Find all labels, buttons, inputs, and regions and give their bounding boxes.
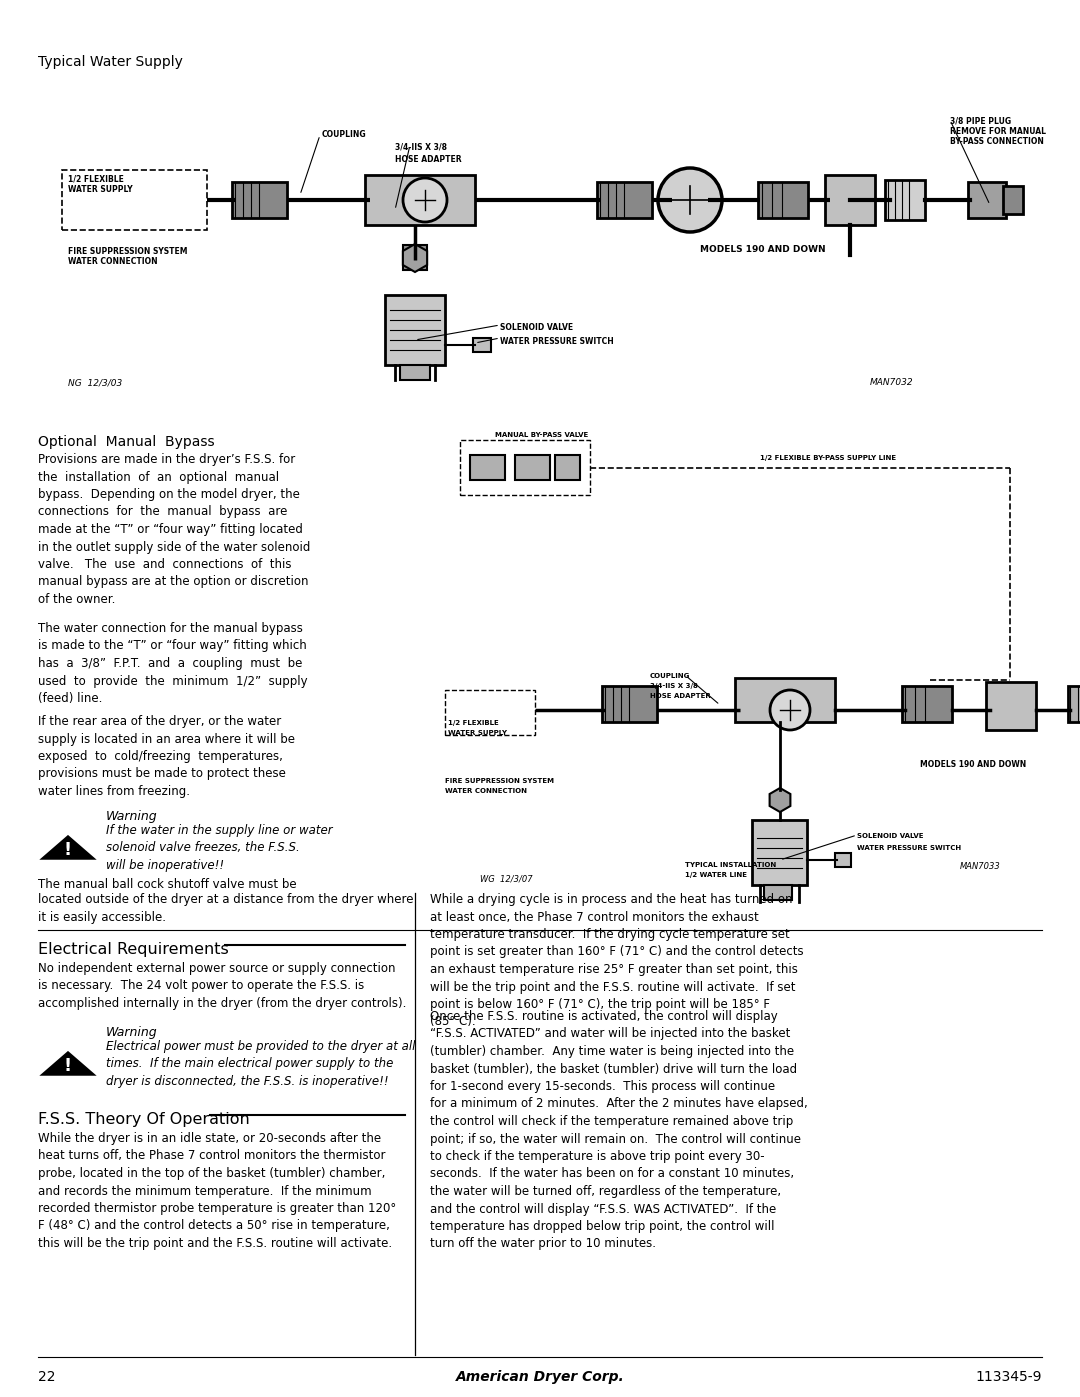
Text: HOSE ADAPTER: HOSE ADAPTER — [395, 155, 461, 163]
Bar — [384, 295, 445, 365]
Text: If the water in the supply line or water
solenoid valve freezes, the F.S.S.
will: If the water in the supply line or water… — [106, 824, 333, 872]
Text: FIRE SUPPRESSION SYSTEM: FIRE SUPPRESSION SYSTEM — [445, 778, 554, 784]
Text: While the dryer is in an idle state, or 20-seconds after the
heat turns off, the: While the dryer is in an idle state, or … — [38, 1132, 396, 1250]
Text: 113345-9: 113345-9 — [975, 1370, 1042, 1384]
Text: MODELS 190 AND DOWN: MODELS 190 AND DOWN — [920, 760, 1026, 768]
Text: Once the F.S.S. routine is activated, the control will display
“F.S.S. ACTIVATED: Once the F.S.S. routine is activated, th… — [430, 1010, 808, 1250]
Text: WATER SUPPLY: WATER SUPPLY — [68, 184, 133, 194]
Text: 1/2 FLEXIBLE BY-PASS SUPPLY LINE: 1/2 FLEXIBLE BY-PASS SUPPLY LINE — [760, 455, 896, 461]
Bar — [515, 455, 550, 481]
Polygon shape — [44, 837, 92, 858]
Text: NG  12/3/03: NG 12/3/03 — [68, 379, 122, 387]
Text: !: ! — [64, 1058, 72, 1076]
Bar — [968, 182, 1005, 218]
Text: WG  12/3/07: WG 12/3/07 — [480, 875, 532, 884]
Text: 22: 22 — [38, 1370, 55, 1384]
Bar — [232, 182, 287, 218]
Circle shape — [403, 177, 447, 222]
Text: Warning: Warning — [106, 1025, 158, 1039]
Text: FIRE SUPPRESSION SYSTEM: FIRE SUPPRESSION SYSTEM — [68, 247, 188, 256]
FancyBboxPatch shape — [62, 170, 207, 231]
Polygon shape — [403, 244, 427, 272]
Bar — [400, 365, 430, 380]
Bar — [555, 455, 580, 481]
Text: Optional  Manual  Bypass: Optional Manual Bypass — [38, 434, 215, 448]
Text: WATER SUPPLY: WATER SUPPLY — [448, 731, 507, 736]
Text: SOLENOID VALVE: SOLENOID VALVE — [500, 323, 573, 332]
Text: MODELS 190 AND DOWN: MODELS 190 AND DOWN — [700, 244, 825, 254]
Bar — [470, 455, 505, 481]
Bar — [902, 686, 951, 722]
Text: The water connection for the manual bypass
is made to the “T” or “four way” fitt: The water connection for the manual bypa… — [38, 622, 308, 705]
Text: No independent external power source or supply connection
is necessary.  The 24 : No independent external power source or … — [38, 963, 406, 1010]
Bar — [835, 854, 851, 868]
Text: 1/2 WATER LINE: 1/2 WATER LINE — [685, 872, 747, 877]
Text: If the rear area of the dryer, or the water
supply is located in an area where i: If the rear area of the dryer, or the wa… — [38, 715, 295, 798]
Polygon shape — [44, 1053, 92, 1074]
Text: American Dryer Corp.: American Dryer Corp. — [456, 1370, 624, 1384]
Text: WATER CONNECTION: WATER CONNECTION — [445, 788, 527, 793]
Text: 3/4-IIS X 3/8: 3/4-IIS X 3/8 — [650, 683, 698, 689]
Bar — [986, 682, 1036, 731]
Text: Electrical Requirements: Electrical Requirements — [38, 942, 229, 957]
Text: Electrical power must be provided to the dryer at all
times.  If the main electr: Electrical power must be provided to the… — [106, 1039, 416, 1088]
Bar — [885, 180, 924, 219]
Text: 1/2 FLEXIBLE: 1/2 FLEXIBLE — [68, 175, 124, 184]
Text: While a drying cycle is in process and the heat has turned on
at least once, the: While a drying cycle is in process and t… — [430, 893, 804, 1028]
Text: WATER CONNECTION: WATER CONNECTION — [68, 257, 158, 265]
Text: 3/8 PIPE PLUG: 3/8 PIPE PLUG — [950, 117, 1011, 126]
Text: COUPLING: COUPLING — [322, 130, 366, 138]
Text: MAN7033: MAN7033 — [960, 862, 1001, 870]
Text: located outside of the dryer at a distance from the dryer where
it is easily acc: located outside of the dryer at a distan… — [38, 893, 414, 923]
Bar — [602, 686, 657, 722]
Text: WATER PRESSURE SWITCH: WATER PRESSURE SWITCH — [858, 845, 961, 851]
Text: COUPLING: COUPLING — [650, 673, 690, 679]
Text: 1/2 FLEXIBLE: 1/2 FLEXIBLE — [448, 719, 499, 726]
Text: WATER PRESSURE SWITCH: WATER PRESSURE SWITCH — [500, 337, 613, 346]
Polygon shape — [770, 788, 791, 812]
Text: Warning: Warning — [106, 810, 158, 823]
Text: MAN7032: MAN7032 — [870, 379, 914, 387]
Text: TYPICAL INSTALLATION: TYPICAL INSTALLATION — [685, 862, 777, 868]
Bar — [597, 182, 652, 218]
Text: The manual ball cock shutoff valve must be: The manual ball cock shutoff valve must … — [38, 877, 297, 891]
Text: Provisions are made in the dryer’s F.S.S. for
the  installation  of  an  optiona: Provisions are made in the dryer’s F.S.S… — [38, 453, 310, 606]
Text: 3/4-IIS X 3/8: 3/4-IIS X 3/8 — [395, 142, 447, 152]
Bar — [403, 244, 427, 270]
Bar — [758, 182, 808, 218]
Circle shape — [658, 168, 723, 232]
Text: F.S.S. Theory Of Operation: F.S.S. Theory Of Operation — [38, 1112, 249, 1127]
Bar — [825, 175, 875, 225]
Bar — [1068, 686, 1080, 722]
Text: !: ! — [64, 841, 72, 859]
FancyBboxPatch shape — [460, 440, 590, 495]
Text: BY-PASS CONNECTION: BY-PASS CONNECTION — [950, 137, 1044, 147]
Bar — [473, 338, 491, 352]
Bar — [365, 175, 475, 225]
Text: SOLENOID VALVE: SOLENOID VALVE — [858, 833, 923, 840]
FancyBboxPatch shape — [445, 690, 535, 735]
Text: MANUAL BY-PASS VALVE: MANUAL BY-PASS VALVE — [495, 432, 589, 439]
Circle shape — [770, 690, 810, 731]
Bar — [1003, 186, 1023, 214]
Bar — [735, 678, 835, 722]
Text: REMOVE FOR MANUAL: REMOVE FOR MANUAL — [950, 127, 1047, 136]
Text: Typical Water Supply: Typical Water Supply — [38, 54, 183, 68]
Bar — [764, 886, 792, 900]
Bar — [752, 820, 807, 886]
Text: HOSE ADAPTER: HOSE ADAPTER — [650, 693, 711, 698]
